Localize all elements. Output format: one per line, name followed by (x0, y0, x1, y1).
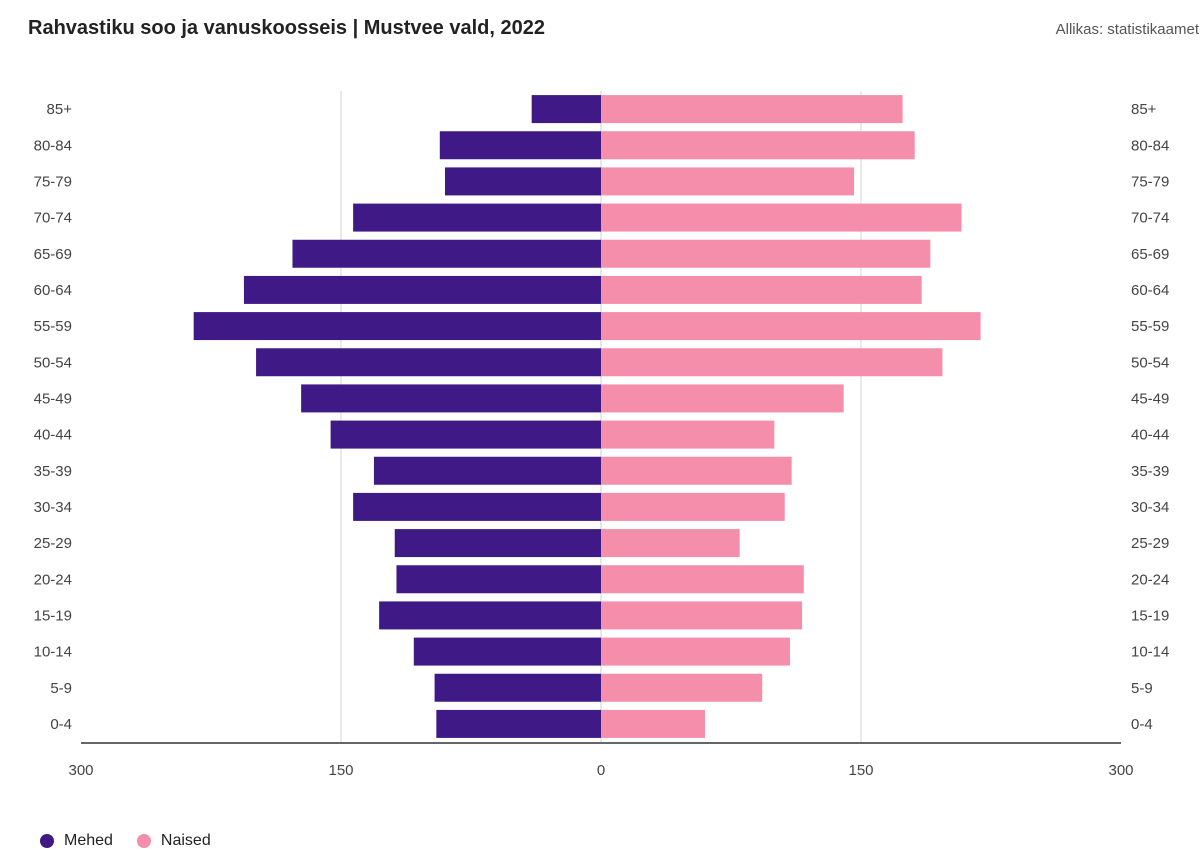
y-tick-label-right: 35-39 (1131, 463, 1169, 480)
x-tick-label: 150 (328, 762, 353, 779)
bar-mehed-25-29 (394, 529, 601, 558)
legend: Mehed Naised (40, 832, 211, 850)
x-tick-label: 150 (848, 762, 873, 779)
bar-mehed-10-14 (413, 637, 601, 666)
y-tick-label-left: 35-39 (34, 463, 72, 480)
y-tick-label-left: 20-24 (34, 571, 72, 588)
y-tick-label-right: 75-79 (1131, 173, 1169, 190)
bar-mehed-45-49 (301, 384, 601, 413)
bar-naised-30-34 (601, 492, 785, 521)
y-tick-label-right: 5-9 (1131, 680, 1153, 697)
bar-mehed-40-44 (330, 420, 601, 449)
y-tick-label-right: 15-19 (1131, 607, 1169, 624)
y-tick-label-left: 15-19 (34, 607, 72, 624)
bar-mehed-5-9 (434, 673, 601, 702)
x-tick-label: 300 (68, 762, 93, 779)
bar-mehed-0-4 (436, 709, 601, 738)
bar-mehed-50-54 (256, 348, 601, 377)
y-tick-label-right: 0-4 (1131, 716, 1153, 733)
y-tick-label-right: 60-64 (1131, 282, 1169, 299)
y-tick-label-right: 85+ (1131, 101, 1157, 118)
y-tick-label-right: 45-49 (1131, 390, 1169, 407)
bar-mehed-15-19 (379, 601, 601, 630)
y-tick-label-left: 65-69 (34, 246, 72, 263)
y-tick-label-left: 10-14 (34, 644, 72, 661)
legend-item-naised[interactable]: Naised (136, 832, 211, 850)
legend-label-mehed: Mehed (64, 832, 113, 849)
bar-naised-85+ (601, 95, 903, 124)
bar-naised-80-84 (601, 131, 915, 160)
y-tick-label-right: 80-84 (1131, 137, 1169, 154)
bar-mehed-65-69 (292, 239, 601, 268)
bar-naised-70-74 (601, 203, 962, 232)
chart-title: Rahvastiku soo ja vanuskoosseis | Mustve… (28, 17, 545, 39)
bar-mehed-30-34 (353, 492, 601, 521)
y-tick-label-left: 5-9 (50, 680, 72, 697)
y-tick-label-left: 30-34 (34, 499, 72, 516)
bar-mehed-35-39 (373, 456, 601, 485)
bar-mehed-75-79 (445, 167, 601, 196)
y-tick-label-right: 55-59 (1131, 318, 1169, 335)
y-tick-label-right: 40-44 (1131, 427, 1169, 444)
bar-naised-5-9 (601, 673, 763, 702)
y-tick-label-right: 20-24 (1131, 571, 1169, 588)
legend-marker-naised (136, 834, 151, 848)
y-tick-label-left: 75-79 (34, 173, 72, 190)
population-pyramid-chart: 85+ 85+ 80-84 80-84 75-79 75-79 70-74 70-74 65-6… (34, 91, 1169, 779)
bar-naised-45-49 (601, 384, 844, 413)
bar-naised-65-69 (601, 239, 931, 268)
bar-mehed-20-24 (396, 565, 601, 594)
bar-naised-20-24 (601, 565, 804, 594)
y-tick-label-left: 85+ (47, 101, 73, 118)
bar-mehed-60-64 (243, 275, 601, 304)
bar-naised-0-4 (601, 709, 705, 738)
x-tick-label: 0 (597, 762, 605, 779)
bar-naised-60-64 (601, 275, 922, 304)
bar-naised-10-14 (601, 637, 790, 666)
y-tick-label-left: 40-44 (34, 427, 72, 444)
bar-naised-25-29 (601, 529, 740, 558)
y-tick-label-right: 25-29 (1131, 535, 1169, 552)
legend-marker-mehed (40, 834, 54, 848)
bar-naised-75-79 (601, 167, 855, 196)
y-tick-label-left: 50-54 (34, 354, 72, 371)
bar-mehed-55-59 (193, 312, 601, 341)
bar-naised-35-39 (601, 456, 792, 485)
legend-label-naised: Naised (160, 832, 211, 849)
source-note: Allikas: statistikaamet (1055, 21, 1199, 38)
y-tick-label-right: 10-14 (1131, 644, 1169, 661)
y-tick-label-left: 60-64 (34, 282, 72, 299)
y-tick-label-right: 30-34 (1131, 499, 1169, 516)
bar-mehed-80-84 (439, 131, 601, 160)
y-tick-label-left: 25-29 (34, 535, 72, 552)
bar-mehed-70-74 (353, 203, 601, 232)
bar-naised-50-54 (601, 348, 943, 377)
bar-naised-55-59 (601, 312, 981, 341)
y-tick-label-right: 70-74 (1131, 210, 1169, 227)
bar-naised-15-19 (601, 601, 803, 630)
y-tick-label-left: 45-49 (34, 390, 72, 407)
y-tick-label-left: 80-84 (34, 137, 72, 154)
bar-naised-40-44 (601, 420, 775, 449)
y-tick-label-left: 55-59 (34, 318, 72, 335)
y-tick-label-left: 0-4 (50, 716, 72, 733)
x-tick-label: 300 (1108, 762, 1133, 779)
y-tick-label-right: 65-69 (1131, 246, 1169, 263)
bar-mehed-85+ (531, 95, 601, 124)
y-tick-label-left: 70-74 (34, 210, 72, 227)
y-tick-label-right: 50-54 (1131, 354, 1169, 371)
legend-item-mehed[interactable]: Mehed (40, 832, 113, 850)
